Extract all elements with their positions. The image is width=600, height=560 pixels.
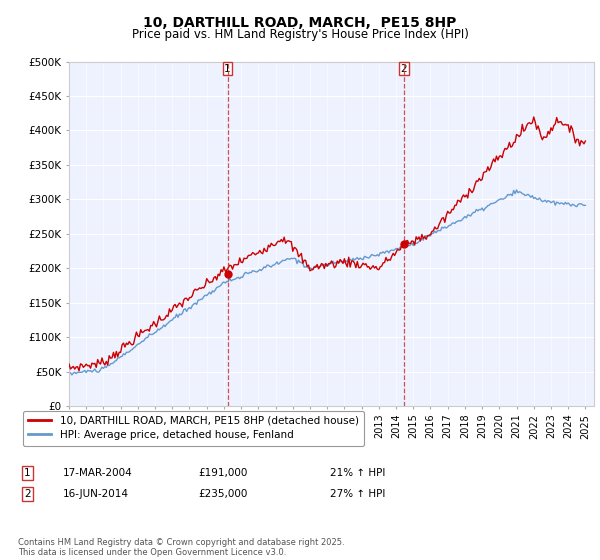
Text: 10, DARTHILL ROAD, MARCH,  PE15 8HP: 10, DARTHILL ROAD, MARCH, PE15 8HP <box>143 16 457 30</box>
Text: 1: 1 <box>224 64 231 74</box>
Text: 16-JUN-2014: 16-JUN-2014 <box>63 489 129 499</box>
Text: 21% ↑ HPI: 21% ↑ HPI <box>330 468 385 478</box>
Legend: 10, DARTHILL ROAD, MARCH, PE15 8HP (detached house), HPI: Average price, detache: 10, DARTHILL ROAD, MARCH, PE15 8HP (deta… <box>23 410 364 446</box>
Text: £191,000: £191,000 <box>198 468 247 478</box>
Text: Contains HM Land Registry data © Crown copyright and database right 2025.
This d: Contains HM Land Registry data © Crown c… <box>18 538 344 557</box>
Text: 27% ↑ HPI: 27% ↑ HPI <box>330 489 385 499</box>
Text: 2: 2 <box>24 489 31 499</box>
Text: 1: 1 <box>24 468 31 478</box>
Text: 17-MAR-2004: 17-MAR-2004 <box>63 468 133 478</box>
Text: 2: 2 <box>401 64 407 74</box>
Text: Price paid vs. HM Land Registry's House Price Index (HPI): Price paid vs. HM Land Registry's House … <box>131 28 469 41</box>
Text: £235,000: £235,000 <box>198 489 247 499</box>
